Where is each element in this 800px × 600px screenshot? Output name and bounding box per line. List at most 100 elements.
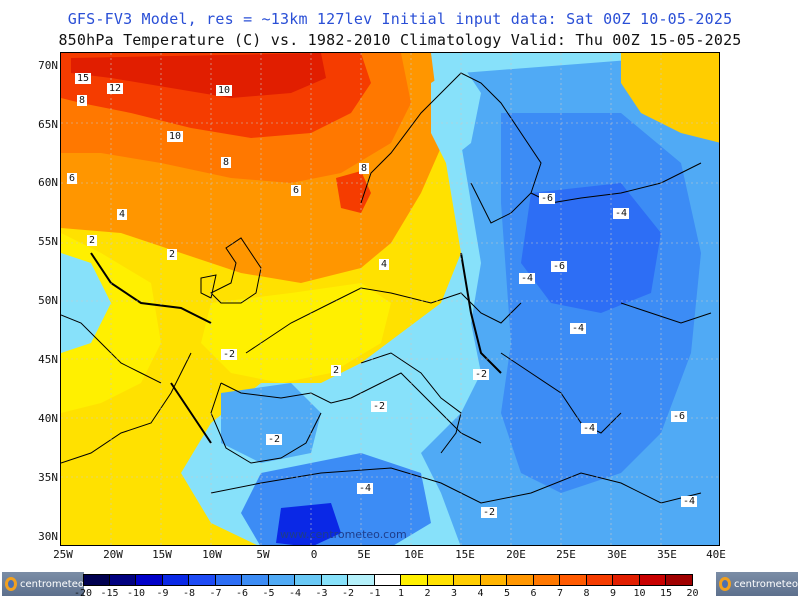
contour-label: -2 — [266, 434, 283, 445]
legend-label: 1 — [397, 588, 405, 599]
legend-swatch — [374, 574, 401, 586]
contour-label: 10 — [216, 85, 233, 96]
lon-label: 20W — [103, 548, 123, 561]
logo-right: centrometeo — [716, 572, 798, 596]
lon-label: 10E — [404, 548, 424, 561]
legend-label: 6 — [530, 588, 537, 599]
lat-label: 40N — [38, 412, 58, 425]
contour-label: 12 — [107, 83, 124, 94]
legend-label: 3 — [450, 588, 458, 599]
warm-northeast — [621, 53, 719, 143]
lon-label: 5E — [357, 548, 371, 561]
light-yellow-area-2 — [201, 283, 391, 383]
legend-label: 15 — [659, 588, 673, 599]
legend-swatch — [507, 574, 534, 586]
lat-label: 65N — [38, 118, 58, 131]
lon-label: 25W — [53, 548, 73, 561]
contour-label: -4 — [681, 496, 698, 507]
legend-label: 8 — [583, 588, 590, 599]
lat-label: 50N — [38, 294, 58, 307]
contour-label: -4 — [581, 423, 598, 434]
color-legend — [83, 574, 693, 586]
legend-labels: -20 -15 -10 -9 -8 -7 -6 -5 -4 -3 -2 -1 1 2 3 4 5 6 7 8 9 10 15… — [74, 588, 723, 600]
warm-spot — [336, 171, 371, 213]
legend-swatch — [401, 574, 428, 586]
lon-label: 20E — [506, 548, 526, 561]
lat-label: 70N — [38, 59, 58, 72]
scandinavia-light — [431, 63, 481, 163]
warm-dark-red — [71, 53, 326, 98]
legend-swatch — [348, 574, 375, 586]
zero-isotherm — [90, 252, 502, 444]
contour-label: -2 — [221, 349, 238, 360]
legend-label: -7 — [209, 588, 222, 599]
legend-label: 7 — [556, 588, 564, 599]
legend-swatch — [268, 574, 295, 586]
legend-label: -1 — [368, 588, 381, 599]
map-canvas — [61, 53, 719, 545]
contour-label: 6 — [291, 185, 302, 196]
temperature-anomaly-map: 15 12 8 10 10 8 6 6 4 2 2 -2 2 -2 -2 -4 … — [60, 52, 720, 546]
contour-label: -4 — [357, 483, 374, 494]
lat-label: 60N — [38, 176, 58, 189]
contour-label: 10 — [167, 131, 184, 142]
legend-swatch — [321, 574, 348, 586]
legend-label: -3 — [315, 588, 328, 599]
contour-label: -6 — [551, 261, 568, 272]
legend-label: -4 — [288, 588, 302, 599]
legend-label: -15 — [100, 588, 119, 599]
legend-label: -9 — [156, 588, 169, 599]
legend-swatch — [613, 574, 640, 586]
title-line-2: 850hPa Temperature (C) vs. 1982-2010 Cli… — [58, 31, 742, 49]
legend-swatch — [480, 574, 507, 586]
legend-swatch — [454, 574, 481, 586]
legend-swatch — [533, 574, 560, 586]
contour-label: -2 — [371, 401, 388, 412]
logo-text: centrometeo — [19, 578, 84, 590]
lon-label: 5W — [256, 548, 270, 561]
legend-swatch — [586, 574, 613, 586]
logo-circle-icon — [719, 577, 731, 591]
legend-label: 5 — [503, 588, 511, 599]
contour-label: 8 — [221, 157, 232, 168]
contour-label: 8 — [77, 95, 88, 106]
cold-core-africa — [276, 503, 341, 545]
legend-swatch — [295, 574, 322, 586]
lon-label: 30E — [607, 548, 627, 561]
legend-label: -5 — [262, 588, 275, 599]
legend-swatch — [666, 574, 693, 586]
lat-label: 35N — [38, 471, 58, 484]
legend-label: -10 — [126, 588, 146, 599]
legend-swatch — [189, 574, 216, 586]
lon-label: 15E — [455, 548, 475, 561]
contour-label: 6 — [67, 173, 78, 184]
lon-label: 40E — [706, 548, 726, 561]
lon-label: 25E — [556, 548, 576, 561]
legend-label: -20 — [73, 588, 93, 599]
legend-label: 9 — [609, 588, 617, 599]
cold-iberia — [221, 383, 321, 463]
lon-label: 35E — [657, 548, 677, 561]
legend-swatch — [136, 574, 163, 586]
logo-text: centrometeo — [733, 578, 798, 590]
contour-label: 2 — [331, 365, 342, 376]
contour-label: -4 — [519, 273, 536, 284]
legend-swatch — [242, 574, 269, 586]
legend-label: 4 — [477, 588, 484, 599]
contour-label: 2 — [167, 249, 178, 260]
logo-circle-icon — [5, 577, 17, 591]
logo-left: centrometeo — [2, 572, 84, 596]
legend-label: 20 — [686, 588, 699, 599]
legend-label: 10 — [633, 588, 646, 599]
contour-label: 8 — [359, 163, 370, 174]
legend-swatch — [639, 574, 666, 586]
grid — [61, 53, 719, 545]
lon-label: 0 — [310, 548, 318, 561]
title-line-1: GFS-FV3 Model, res = ~13km 127lev Initia… — [67, 10, 733, 28]
contour-label: 2 — [87, 235, 98, 246]
contour-label: 4 — [117, 209, 128, 220]
lat-label: 30N — [38, 530, 58, 543]
contour-label: -4 — [570, 323, 587, 334]
contour-label: 15 — [75, 73, 92, 84]
lon-label: 10W — [202, 548, 222, 561]
